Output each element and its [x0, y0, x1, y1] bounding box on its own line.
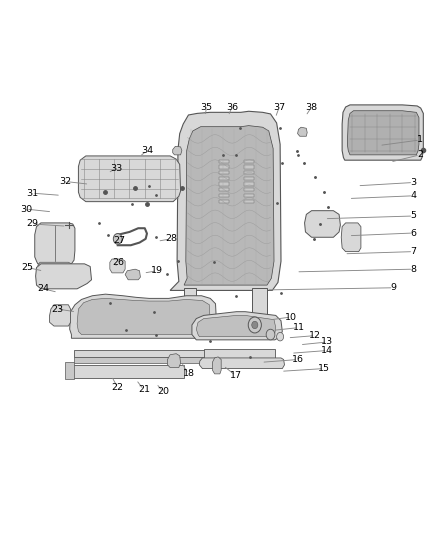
- Circle shape: [252, 321, 258, 329]
- Polygon shape: [35, 223, 75, 264]
- Text: 21: 21: [138, 385, 150, 394]
- Polygon shape: [297, 127, 307, 136]
- Text: 35: 35: [201, 102, 213, 111]
- Text: 20: 20: [157, 387, 169, 396]
- Polygon shape: [244, 188, 254, 191]
- Polygon shape: [304, 211, 340, 237]
- Polygon shape: [184, 288, 196, 322]
- Text: 28: 28: [165, 235, 177, 244]
- Text: 23: 23: [51, 304, 64, 313]
- Polygon shape: [77, 298, 210, 335]
- Polygon shape: [347, 111, 419, 155]
- Polygon shape: [219, 177, 229, 180]
- Text: 8: 8: [410, 265, 416, 273]
- Polygon shape: [219, 165, 229, 168]
- Circle shape: [266, 329, 275, 340]
- Text: 29: 29: [26, 220, 38, 229]
- Polygon shape: [244, 182, 254, 185]
- Text: 22: 22: [112, 383, 124, 392]
- Text: 16: 16: [292, 355, 304, 364]
- Polygon shape: [204, 349, 275, 358]
- Polygon shape: [219, 188, 229, 191]
- Polygon shape: [173, 147, 182, 155]
- Text: 2: 2: [417, 150, 423, 159]
- Text: 17: 17: [230, 371, 242, 380]
- Text: 26: 26: [113, 258, 124, 266]
- Polygon shape: [244, 199, 254, 203]
- Polygon shape: [192, 312, 283, 340]
- Polygon shape: [125, 269, 141, 280]
- Text: 32: 32: [59, 177, 71, 186]
- Text: 31: 31: [26, 189, 38, 198]
- Polygon shape: [244, 171, 254, 174]
- Polygon shape: [252, 288, 267, 322]
- Polygon shape: [170, 111, 281, 290]
- Text: 38: 38: [305, 102, 318, 111]
- Polygon shape: [65, 362, 74, 379]
- Text: 3: 3: [410, 178, 417, 187]
- Text: 6: 6: [410, 229, 416, 238]
- Text: 37: 37: [273, 102, 285, 111]
- Polygon shape: [199, 358, 285, 368]
- Polygon shape: [110, 259, 125, 273]
- Polygon shape: [341, 223, 361, 252]
- Polygon shape: [219, 182, 229, 185]
- Text: 12: 12: [309, 331, 321, 340]
- Text: 4: 4: [410, 191, 416, 200]
- Polygon shape: [78, 156, 180, 201]
- Polygon shape: [219, 171, 229, 174]
- Text: 27: 27: [113, 237, 125, 246]
- Polygon shape: [49, 305, 71, 326]
- Polygon shape: [212, 357, 221, 374]
- Polygon shape: [244, 160, 254, 163]
- Circle shape: [248, 317, 261, 333]
- Polygon shape: [219, 194, 229, 197]
- Text: 14: 14: [321, 346, 333, 355]
- Text: 15: 15: [318, 364, 330, 373]
- Text: 10: 10: [285, 312, 297, 321]
- Text: 9: 9: [391, 283, 397, 292]
- Polygon shape: [70, 294, 217, 338]
- Polygon shape: [167, 354, 180, 368]
- Polygon shape: [244, 194, 254, 197]
- Text: 5: 5: [410, 212, 416, 221]
- Text: 7: 7: [410, 247, 416, 256]
- Text: 13: 13: [321, 337, 333, 346]
- Text: 19: 19: [151, 266, 163, 275]
- Polygon shape: [74, 351, 205, 357]
- Text: 25: 25: [22, 263, 34, 272]
- Polygon shape: [74, 357, 205, 364]
- Polygon shape: [244, 177, 254, 180]
- Text: 1: 1: [417, 135, 423, 144]
- Text: 36: 36: [226, 102, 238, 111]
- Polygon shape: [342, 105, 424, 160]
- Text: 33: 33: [110, 164, 123, 173]
- Circle shape: [113, 233, 122, 244]
- Text: 24: 24: [38, 284, 49, 293]
- Polygon shape: [196, 316, 276, 337]
- Text: 34: 34: [141, 146, 153, 155]
- Polygon shape: [70, 365, 184, 378]
- Text: 11: 11: [293, 323, 304, 332]
- Polygon shape: [35, 264, 92, 289]
- Text: 30: 30: [20, 205, 32, 214]
- Text: 18: 18: [183, 369, 194, 378]
- Polygon shape: [244, 165, 254, 168]
- Circle shape: [277, 333, 284, 341]
- Polygon shape: [219, 160, 229, 163]
- Polygon shape: [184, 126, 274, 285]
- Polygon shape: [38, 262, 71, 269]
- Polygon shape: [219, 199, 229, 203]
